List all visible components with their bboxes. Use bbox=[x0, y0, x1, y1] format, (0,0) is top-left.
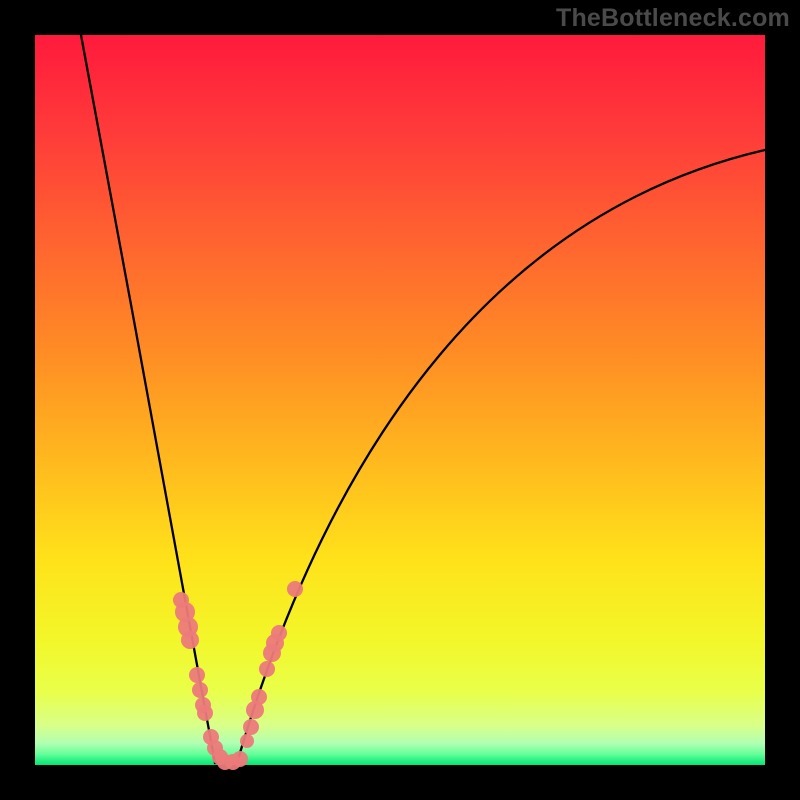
watermark-text: TheBottleneck.com bbox=[556, 4, 790, 33]
data-marker bbox=[251, 689, 267, 705]
data-marker bbox=[271, 625, 287, 641]
data-marker bbox=[192, 682, 208, 698]
data-marker bbox=[243, 719, 259, 735]
chart-root: TheBottleneck.com bbox=[0, 0, 800, 800]
chart-svg bbox=[0, 0, 800, 800]
data-marker bbox=[232, 751, 248, 767]
data-marker bbox=[197, 705, 213, 721]
data-marker bbox=[259, 661, 275, 677]
data-marker bbox=[287, 581, 303, 597]
data-marker bbox=[181, 631, 199, 649]
data-marker bbox=[189, 667, 205, 683]
data-marker bbox=[240, 734, 254, 748]
